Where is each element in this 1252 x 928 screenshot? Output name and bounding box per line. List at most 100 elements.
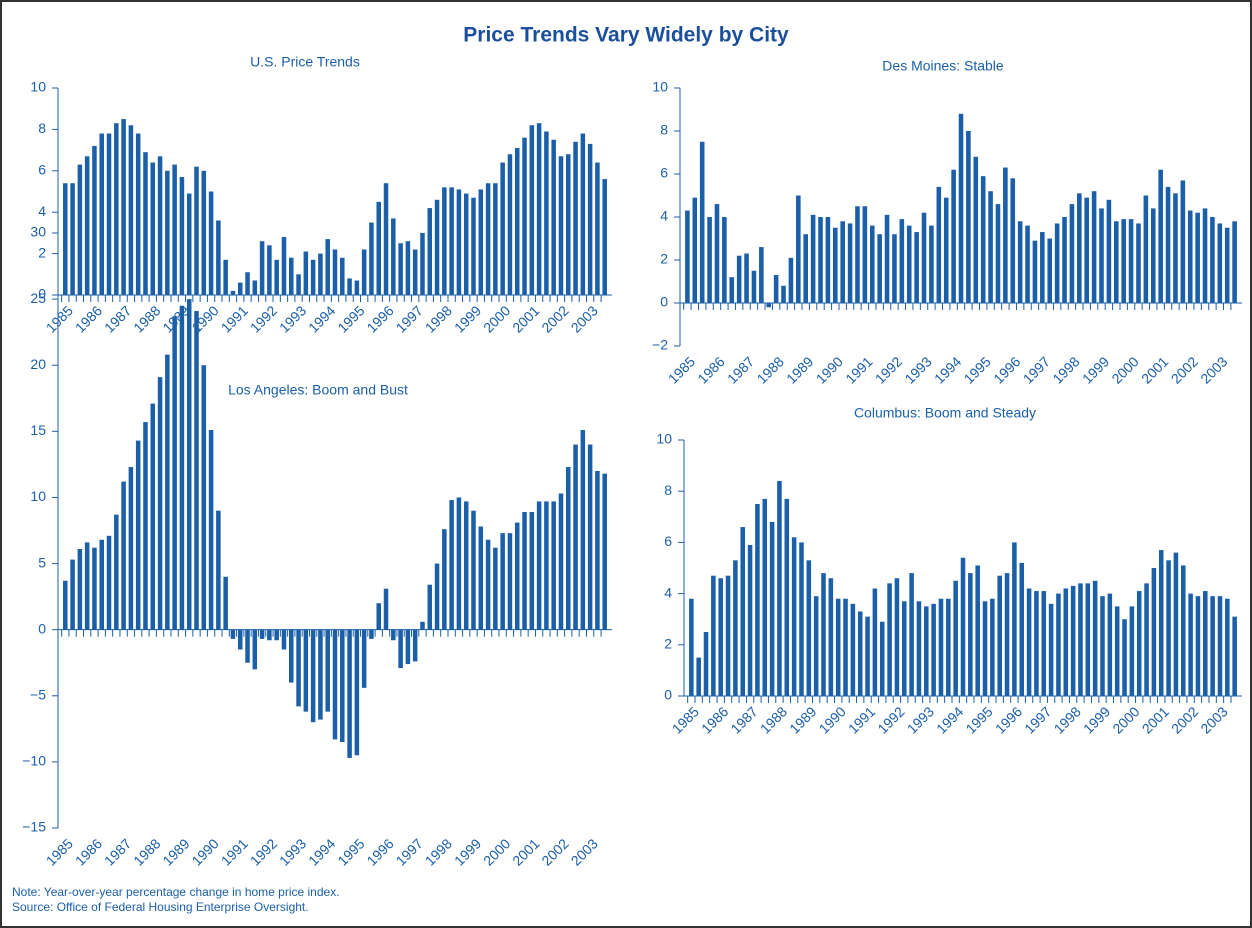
bar xyxy=(522,511,527,630)
bar xyxy=(850,603,856,696)
bar xyxy=(354,629,360,756)
bar xyxy=(536,123,542,295)
bar xyxy=(1232,616,1237,696)
bar xyxy=(931,603,936,696)
bar xyxy=(1232,221,1237,303)
bar xyxy=(259,629,265,639)
bar xyxy=(718,578,723,696)
bar xyxy=(587,444,593,630)
bar xyxy=(1062,217,1067,303)
bar xyxy=(106,133,112,295)
bar xyxy=(1099,208,1104,303)
bar xyxy=(1173,552,1179,696)
x-tick-label: 1992 xyxy=(874,703,907,736)
bar xyxy=(434,563,440,630)
bar xyxy=(810,214,816,303)
x-tick-label: 1991 xyxy=(218,302,251,335)
bar xyxy=(551,501,556,630)
x-tick-label: 1991 xyxy=(218,835,251,868)
bar xyxy=(485,539,491,630)
bar xyxy=(1085,583,1091,696)
bar xyxy=(689,598,694,696)
bar xyxy=(179,305,185,630)
panel-title: Des Moines: Stable xyxy=(882,58,1004,74)
bar xyxy=(1128,219,1134,303)
bar xyxy=(500,533,505,630)
x-tick-label: 1995 xyxy=(961,353,994,386)
bar xyxy=(121,119,126,295)
bar xyxy=(332,249,338,295)
bar xyxy=(840,221,845,303)
panel-title: Los Angeles: Boom and Bust xyxy=(228,382,408,398)
bar xyxy=(595,162,600,295)
bar xyxy=(960,557,966,696)
bar xyxy=(696,657,701,696)
x-tick-label: 1995 xyxy=(962,703,995,736)
x-tick-label: 1992 xyxy=(247,302,280,335)
bar xyxy=(1054,223,1060,303)
bar xyxy=(493,183,498,295)
bar xyxy=(580,430,586,630)
x-tick-label: 2000 xyxy=(1109,703,1142,736)
bar xyxy=(980,176,986,303)
bar xyxy=(997,575,1002,696)
bar xyxy=(434,199,440,295)
bar xyxy=(194,166,199,295)
y-tick-label: 2 xyxy=(38,244,46,260)
bar xyxy=(544,501,549,630)
x-tick-label: 1997 xyxy=(1021,703,1054,736)
x-tick-label: 1994 xyxy=(305,302,338,335)
x-tick-label: 1996 xyxy=(363,835,396,868)
x-tick-label: 1985 xyxy=(665,353,698,386)
bar xyxy=(121,481,126,630)
bar xyxy=(463,193,469,295)
bar xyxy=(777,480,782,696)
bar xyxy=(529,511,535,630)
bar xyxy=(143,152,148,295)
x-tick-label: 2002 xyxy=(538,835,571,868)
bar xyxy=(179,177,185,295)
bar xyxy=(289,257,294,295)
x-tick-label: 1989 xyxy=(783,353,816,386)
bar xyxy=(70,183,75,295)
bar xyxy=(1113,221,1119,303)
main-title: Price Trends Vary Widely by City xyxy=(463,24,789,47)
bar xyxy=(310,259,316,295)
bar xyxy=(310,629,316,723)
bar xyxy=(1203,591,1208,696)
bar xyxy=(522,137,527,295)
x-tick-label: 2003 xyxy=(568,835,601,868)
x-tick-label: 1992 xyxy=(872,353,905,386)
bar xyxy=(63,580,68,630)
bar xyxy=(736,255,742,303)
x-tick-label: 1993 xyxy=(276,835,309,868)
x-tick-label: 1985 xyxy=(669,703,702,736)
bar xyxy=(114,123,119,295)
bar xyxy=(128,125,134,295)
bar xyxy=(237,282,243,295)
bar xyxy=(1048,603,1054,696)
note: Note: Year-over-year percentage change i… xyxy=(12,885,340,899)
bar xyxy=(759,247,764,303)
bar xyxy=(1151,568,1157,696)
x-tick-label: 1994 xyxy=(931,353,964,386)
x-tick-label: 1998 xyxy=(422,835,455,868)
bar xyxy=(995,204,1001,303)
bar xyxy=(456,189,462,295)
bar xyxy=(529,125,535,295)
y-tick-label: 0 xyxy=(660,294,668,310)
x-tick-label: 2001 xyxy=(1138,353,1171,386)
bar xyxy=(1224,227,1230,303)
bar xyxy=(194,311,199,630)
x-tick-label: 1987 xyxy=(727,703,760,736)
source: Source: Office of Federal Housing Enterp… xyxy=(12,900,309,914)
y-tick-label: 6 xyxy=(660,165,668,181)
x-tick-label: 1996 xyxy=(992,703,1025,736)
bar xyxy=(493,547,498,630)
bar xyxy=(973,156,979,303)
bar xyxy=(990,598,995,696)
bar xyxy=(1084,197,1090,303)
bar xyxy=(1150,208,1156,303)
bar xyxy=(281,237,287,295)
bar xyxy=(296,629,301,707)
